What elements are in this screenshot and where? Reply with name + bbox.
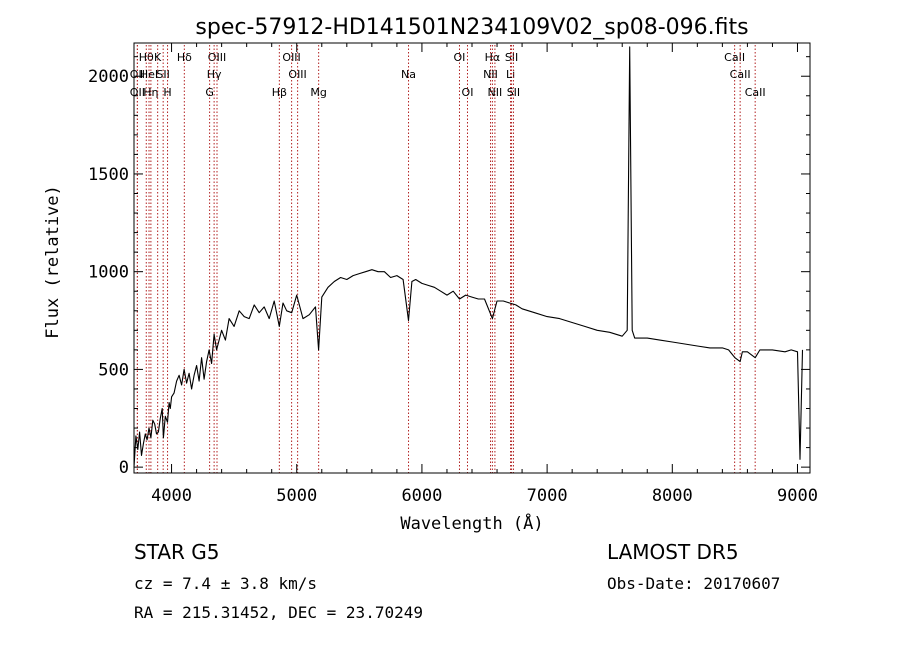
x-tick-label-8000: 8000 (652, 486, 693, 506)
x-tick-label-6000: 6000 (401, 486, 442, 506)
line-marker-label-21: NII (488, 86, 503, 99)
x-tick-label-4000: 4000 (151, 486, 192, 506)
spectrum-line (133, 46, 804, 468)
line-marker-label-22: SII (505, 51, 518, 64)
line-marker-label-27: CaII (745, 86, 766, 99)
line-marker-label-13: OIII (288, 68, 306, 81)
survey-name: LAMOST DR5 (607, 540, 739, 564)
line-marker-label-24: SII (507, 86, 520, 99)
line-marker-label-14: Hβ (272, 86, 287, 99)
y-tick-label-1500: 1500 (88, 165, 129, 185)
y-tick-label-2000: 2000 (88, 67, 129, 87)
line-marker-label-7: H (163, 86, 171, 99)
line-marker-label-6: SII (156, 68, 169, 81)
x-tick-label-9000: 9000 (777, 486, 818, 506)
y-tick-label-0: 0 (119, 458, 129, 478)
line-marker-label-20: NII (483, 68, 498, 81)
plot-frame (133, 42, 811, 474)
line-marker-label-15: Mg (310, 86, 326, 99)
line-marker-label-8: Hδ (177, 51, 192, 64)
line-marker-label-9: OIII (208, 51, 226, 64)
line-marker-label-4: Hη (143, 86, 158, 99)
line-marker-label-23: Li (506, 68, 515, 81)
chart-title: spec-57912-HD141501N234109V02_sp08-096.f… (195, 15, 748, 40)
y-tick-label-500: 500 (98, 360, 129, 380)
spectrum-series (133, 46, 804, 468)
x-tick-label-7000: 7000 (527, 486, 568, 506)
y-axis-label: Flux (relative) (43, 185, 63, 339)
x-axis-ticks: 4000 5000 6000 7000 8000 9000 (151, 43, 818, 506)
line-marker-label-19: Hα (485, 51, 501, 64)
line-marker-label-26: CaII (730, 68, 751, 81)
y-tick-label-1000: 1000 (88, 263, 129, 283)
line-marker-label-17: OI (454, 51, 466, 64)
observation-date: Obs-Date: 20170607 (607, 574, 781, 593)
y-axis-ticks: 0 500 1000 1500 2000 (88, 56, 810, 478)
x-tick-label-5000: 5000 (276, 486, 317, 506)
line-marker-label-0: Hθ (139, 51, 154, 64)
line-marker-label-3: HeI (140, 68, 158, 81)
line-marker-label-10: Hγ (207, 68, 222, 81)
x-axis-label: Wavelength (Å) (400, 512, 543, 534)
line-marker-label-16: Na (401, 68, 416, 81)
redshift-velocity: cz = 7.4 ± 3.8 km/s (134, 574, 318, 593)
line-marker-label-18: OI (462, 86, 474, 99)
line-marker-label-11: G (205, 86, 214, 99)
sky-coordinates: RA = 215.31452, DEC = 23.70249 (134, 603, 423, 622)
line-marker-label-5: K (154, 51, 162, 64)
line-marker-label-25: CaII (724, 51, 745, 64)
object-class: STAR G5 (134, 540, 220, 564)
line-marker-label-12: OIII (282, 51, 300, 64)
